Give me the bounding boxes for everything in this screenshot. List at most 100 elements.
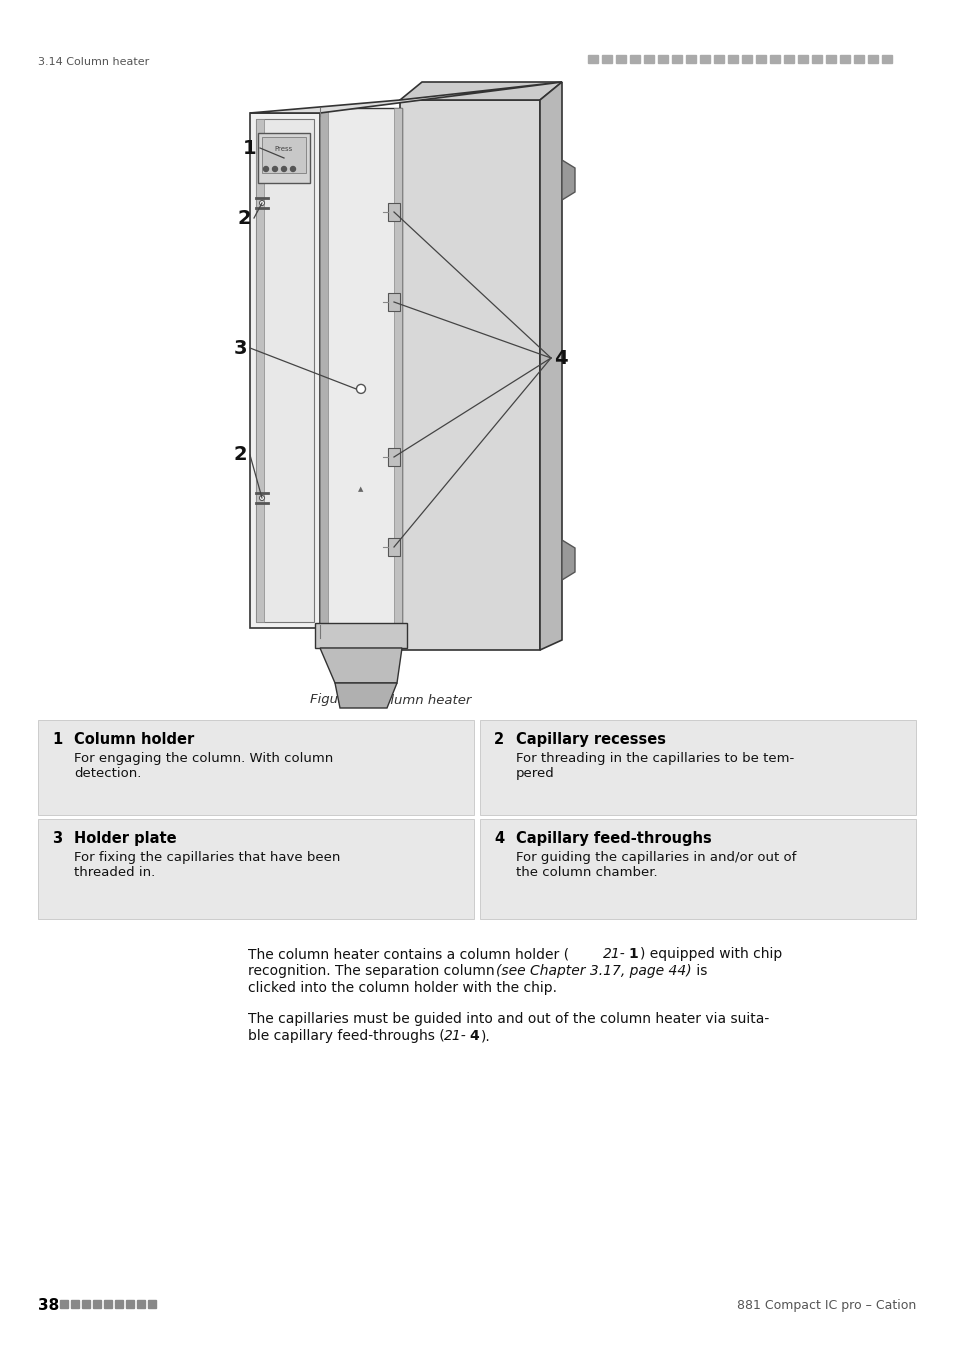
Bar [811,55,821,63]
Text: 3.14 Column heater: 3.14 Column heater [38,57,149,68]
Text: recognition. The separation column: recognition. The separation column [248,964,498,977]
Bar [587,55,598,63]
Circle shape [263,166,268,171]
Bar [388,448,399,466]
Text: For engaging the column. With column
detection.: For engaging the column. With column det… [74,752,333,780]
Bar [60,1300,68,1308]
Text: Column holder: Column holder [74,732,194,747]
Text: Capillary feed-throughs: Capillary feed-throughs [516,832,711,846]
Bar [82,1300,90,1308]
Circle shape [281,166,286,171]
Text: Holder plate: Holder plate [74,832,176,846]
Bar [616,55,625,63]
Text: 21-: 21- [602,946,625,961]
Bar [255,119,314,622]
Text: 2: 2 [233,446,247,464]
Bar [262,136,306,173]
Bar [727,55,738,63]
Bar [713,55,723,63]
Circle shape [259,495,264,501]
Bar [700,55,709,63]
Bar [137,1300,145,1308]
Bar [479,819,915,919]
Bar [388,539,399,556]
Bar [148,1300,156,1308]
Text: 4: 4 [494,832,503,846]
Bar [388,202,399,221]
Polygon shape [319,648,401,683]
Polygon shape [561,161,575,200]
Text: 1: 1 [627,946,638,961]
Bar [104,1300,112,1308]
Bar [685,55,696,63]
Text: 4: 4 [469,1029,478,1044]
Bar [783,55,793,63]
Bar [882,55,891,63]
Text: ▲: ▲ [358,486,363,493]
Bar [601,55,612,63]
Circle shape [356,385,365,393]
Bar [671,55,681,63]
Text: ).: ). [480,1029,490,1044]
Text: 881 Compact IC pro – Cation: 881 Compact IC pro – Cation [736,1299,915,1311]
Text: Column heater: Column heater [355,694,471,706]
Text: 1: 1 [52,732,62,747]
Polygon shape [250,82,561,113]
Circle shape [259,201,264,205]
Polygon shape [399,82,561,100]
Polygon shape [539,82,561,649]
Text: Capillary recesses: Capillary recesses [516,732,665,747]
Text: ) equipped with chip: ) equipped with chip [639,946,781,961]
Bar [319,108,401,639]
Bar [867,55,877,63]
Bar [643,55,654,63]
Bar [741,55,751,63]
Bar [840,55,849,63]
Bar [126,1300,133,1308]
Bar [38,819,474,919]
Bar [38,720,474,815]
Circle shape [273,166,277,171]
Text: 38: 38 [38,1297,59,1312]
Bar [769,55,780,63]
Text: 21-: 21- [443,1029,466,1044]
Bar [250,113,319,628]
Bar [399,100,539,649]
Text: The column heater contains a column holder (: The column heater contains a column hold… [248,946,569,961]
Bar [755,55,765,63]
Text: 3: 3 [233,339,247,358]
Bar [92,1300,101,1308]
Bar [115,1300,123,1308]
Text: The capillaries must be guided into and out of the column heater via suita-: The capillaries must be guided into and … [248,1012,768,1026]
Text: (see Chapter 3.17, page 44): (see Chapter 3.17, page 44) [496,964,691,977]
Polygon shape [335,683,396,707]
Bar [255,119,264,622]
Text: Figure 21: Figure 21 [310,694,373,706]
Text: For guiding the capillaries in and/or out of
the column chamber.: For guiding the capillaries in and/or ou… [516,850,796,879]
Text: 3: 3 [52,832,62,846]
Text: For fixing the capillaries that have been
threaded in.: For fixing the capillaries that have bee… [74,850,340,879]
Bar [257,134,310,184]
Text: ble capillary feed-throughs (: ble capillary feed-throughs ( [248,1029,444,1044]
Text: 2: 2 [494,732,503,747]
Text: Press: Press [274,146,293,153]
Text: 1: 1 [243,139,256,158]
Bar [797,55,807,63]
Circle shape [291,166,295,171]
Bar [319,108,328,639]
Text: is: is [691,964,706,977]
Bar [629,55,639,63]
Text: For threading in the capillaries to be tem-
pered: For threading in the capillaries to be t… [516,752,794,780]
Bar [388,293,399,310]
Bar [314,622,407,648]
Bar [658,55,667,63]
Bar [394,108,401,639]
Bar [479,720,915,815]
Bar [825,55,835,63]
Text: clicked into the column holder with the chip.: clicked into the column holder with the … [248,981,557,995]
Text: 4: 4 [554,348,567,367]
Bar [853,55,863,63]
Text: 2: 2 [237,208,251,228]
Bar [71,1300,79,1308]
Polygon shape [561,540,575,580]
